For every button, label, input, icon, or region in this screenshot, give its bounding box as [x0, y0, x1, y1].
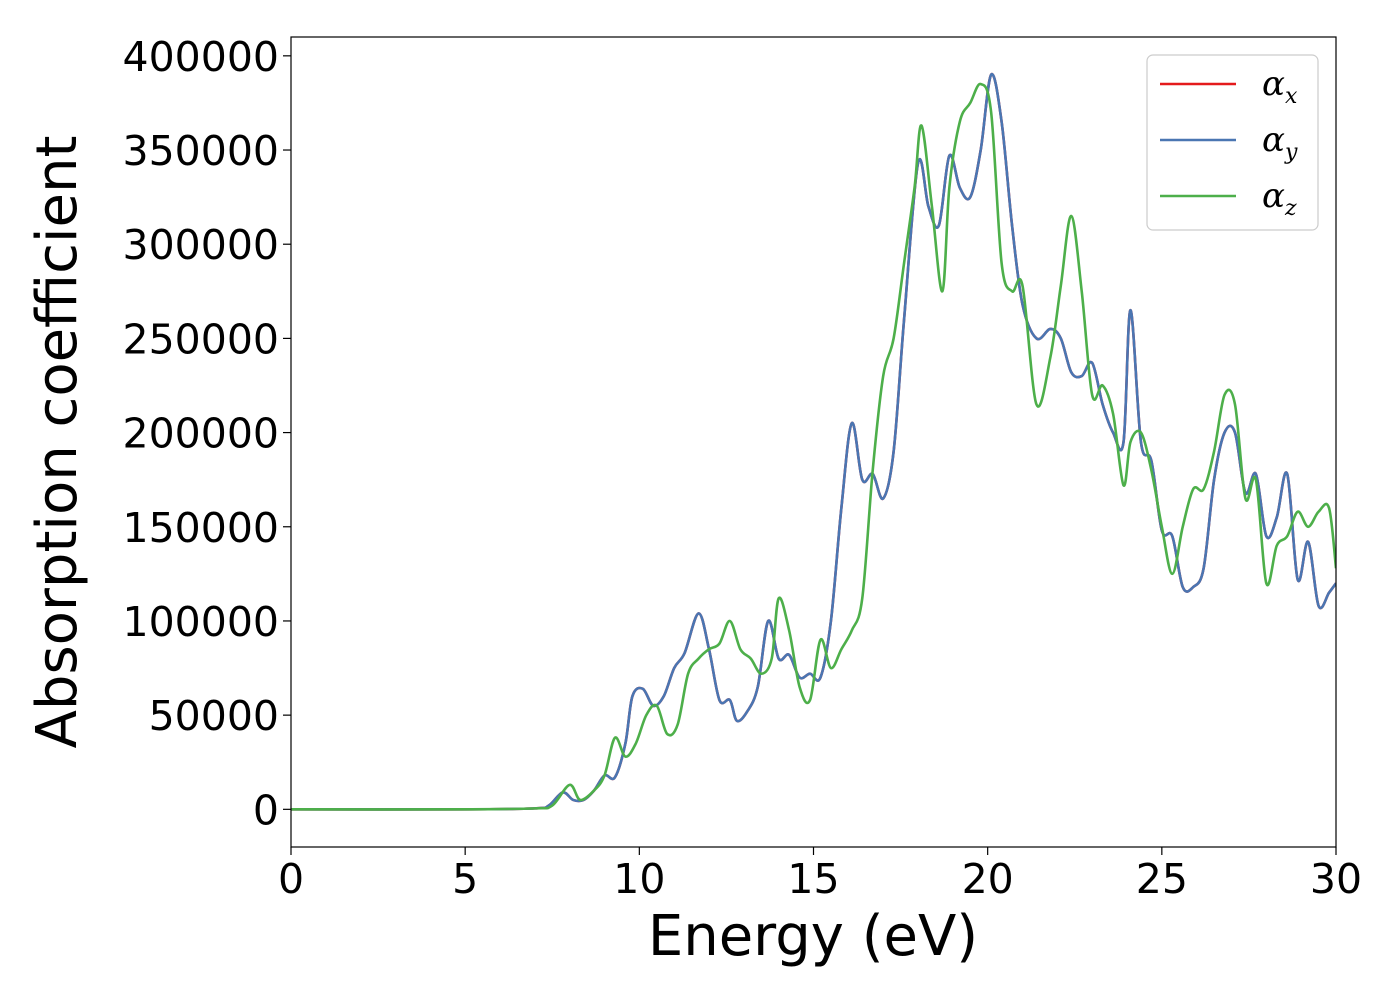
y-axis-label: Absorption coefficient — [25, 136, 90, 749]
y-tick-label: 50000 — [149, 692, 279, 740]
x-tick-label: 10 — [613, 855, 665, 903]
x-tick-label: 5 — [452, 855, 478, 903]
y-tick-label: 350000 — [122, 127, 279, 175]
series-line-z — [291, 82, 1336, 811]
y-tick-label: 150000 — [122, 504, 279, 552]
x-tick-label: 15 — [787, 855, 839, 903]
x-tick-label: 25 — [1136, 855, 1188, 903]
x-tick-label: 20 — [962, 855, 1014, 903]
y-tick-label: 100000 — [122, 598, 279, 646]
y-tick-label: 250000 — [122, 315, 279, 363]
y-tick-label: 300000 — [122, 221, 279, 269]
x-axis: 0 5 10 15 20 25 30 — [278, 847, 1362, 903]
x-tick-label: 30 — [1310, 855, 1362, 903]
legend-box — [1146, 54, 1319, 231]
y-tick-label: 0 — [253, 786, 279, 834]
x-axis-label: Energy (eV) — [648, 904, 978, 969]
x-tick-label: 0 — [278, 855, 304, 903]
y-tick-label: 400000 — [122, 33, 279, 81]
y-tick-label: 200000 — [122, 410, 279, 458]
y-axis: 0 50000 100000 150000 200000 250000 300000 3500… — [122, 33, 291, 834]
series-layer — [291, 73, 1336, 811]
